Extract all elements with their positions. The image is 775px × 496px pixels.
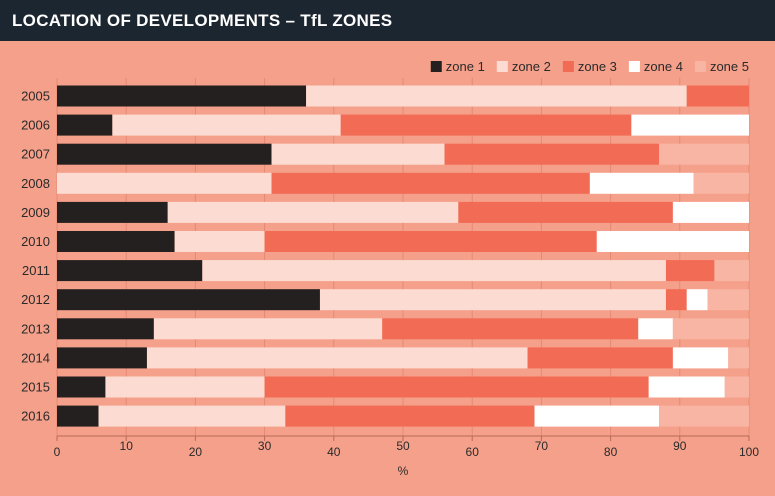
- bar-2007-zone-2: [271, 143, 445, 165]
- bar-2009-zone-3: [458, 201, 673, 223]
- bar-2008-zone-3: [271, 172, 590, 194]
- bar-2011-zone-3: [665, 260, 715, 282]
- bar-2013-zone-3: [382, 318, 639, 340]
- y-tick-label-2013: 2013: [21, 321, 50, 336]
- bar-2010-zone-4: [596, 231, 749, 252]
- bar-2015-zone-4: [648, 376, 725, 398]
- bar-2013-zone-5: [672, 318, 749, 340]
- legend-swatch-zone-5: [694, 61, 706, 72]
- bar-2014-zone-3: [527, 347, 673, 369]
- legend-swatch-zone-1: [430, 61, 442, 72]
- bar-2015-zone-5: [724, 376, 749, 398]
- bar-2014-zone-2: [146, 347, 528, 369]
- bar-2015-zone-1: [57, 376, 106, 398]
- bar-2006-zone-2: [112, 114, 341, 136]
- legend-label-zone-1: zone 1: [446, 59, 485, 74]
- legend-label-zone-4: zone 4: [644, 59, 683, 74]
- bar-2013-zone-2: [153, 318, 383, 340]
- x-tick-label-80: 80: [604, 445, 618, 459]
- legend-item-zone-3: zone 3: [562, 59, 617, 74]
- x-tick-label-60: 60: [466, 445, 480, 459]
- x-tick-label-10: 10: [120, 439, 134, 453]
- bar-2008-zone-4: [589, 172, 694, 194]
- bar-2009-zone-2: [167, 201, 459, 223]
- x-tick-label-0: 0: [54, 445, 61, 459]
- x-tick-label-40: 40: [327, 445, 341, 459]
- bar-2013-zone-1: [57, 318, 154, 340]
- legend-swatch-zone-2: [496, 61, 508, 72]
- bar-2016-zone-3: [285, 405, 535, 427]
- y-tick-label-2005: 2005: [21, 89, 50, 104]
- bar-2010-zone-2: [174, 231, 265, 252]
- y-tick-label-2014: 2014: [21, 350, 50, 365]
- bar-2012-zone-5: [707, 289, 749, 311]
- bar-2009-zone-1: [57, 201, 168, 223]
- x-tick-label-50: 50: [396, 439, 410, 453]
- x-tick-label-70: 70: [535, 439, 549, 453]
- legend-label-zone-3: zone 3: [578, 59, 617, 74]
- x-tick-label-30: 30: [258, 439, 272, 453]
- bar-2014-zone-5: [728, 347, 749, 369]
- bar-2005-zone-3: [686, 85, 749, 107]
- bar-2008-zone-2: [57, 172, 272, 194]
- bar-2015-zone-3: [264, 376, 649, 398]
- y-tick-label-2015: 2015: [21, 380, 50, 395]
- bar-2010-zone-1: [57, 231, 175, 252]
- chart-title: LOCATION OF DEVELOPMENTS – TfL ZONES: [12, 11, 393, 30]
- y-tick-label-2010: 2010: [21, 234, 50, 249]
- bar-2016-zone-4: [534, 405, 660, 427]
- bar-2005-zone-1: [57, 85, 307, 107]
- bar-2006-zone-3: [340, 114, 632, 136]
- legend-label-zone-2: zone 2: [512, 59, 551, 74]
- y-tick-label-2007: 2007: [21, 147, 50, 162]
- bar-2011-zone-2: [202, 260, 666, 282]
- y-tick-label-2006: 2006: [21, 118, 50, 133]
- bar-2006-zone-4: [631, 114, 749, 136]
- bar-2005-zone-2: [306, 85, 687, 107]
- bar-2007-zone-1: [57, 143, 272, 165]
- y-tick-label-2012: 2012: [21, 292, 50, 307]
- bar-2011-zone-5: [714, 260, 749, 282]
- bar-2012-zone-3: [665, 289, 687, 311]
- bar-2014-zone-1: [57, 347, 147, 369]
- bar-2015-zone-2: [105, 376, 265, 398]
- bar-2014-zone-4: [672, 347, 729, 369]
- chart-header: LOCATION OF DEVELOPMENTS – TfL ZONES: [0, 0, 775, 41]
- bar-2008-zone-5: [693, 172, 749, 194]
- x-tick-label-90: 90: [673, 439, 687, 453]
- y-tick-label-2011: 2011: [22, 263, 50, 278]
- bar-2011-zone-1: [57, 260, 203, 282]
- y-tick-label-2016: 2016: [21, 409, 50, 424]
- bar-2016-zone-5: [659, 405, 749, 427]
- legend-swatch-zone-3: [562, 61, 574, 72]
- bar-2012-zone-2: [319, 289, 666, 311]
- bar-2010-zone-3: [264, 231, 597, 252]
- bar-2013-zone-4: [638, 318, 673, 340]
- bar-2016-zone-2: [98, 405, 286, 427]
- legend-item-zone-2: zone 2: [496, 59, 551, 74]
- bar-2009-zone-4: [672, 201, 749, 223]
- bar-2007-zone-5: [659, 143, 749, 165]
- x-axis-label: %: [398, 464, 409, 478]
- x-tick-label-100: 100: [739, 445, 759, 459]
- legend-item-zone-5: zone 5: [694, 59, 749, 74]
- x-tick-label-20: 20: [189, 445, 203, 459]
- legend-label-zone-5: zone 5: [710, 59, 749, 74]
- legend-item-zone-1: zone 1: [430, 59, 485, 74]
- bar-2006-zone-1: [57, 114, 113, 136]
- bar-2012-zone-4: [686, 289, 708, 311]
- y-tick-label-2008: 2008: [21, 176, 50, 191]
- bar-2007-zone-3: [444, 143, 660, 165]
- y-tick-label-2009: 2009: [21, 205, 50, 220]
- bar-2016-zone-1: [57, 405, 99, 427]
- legend-item-zone-4: zone 4: [628, 59, 683, 74]
- legend-swatch-zone-4: [628, 61, 640, 72]
- bar-2012-zone-1: [57, 289, 320, 311]
